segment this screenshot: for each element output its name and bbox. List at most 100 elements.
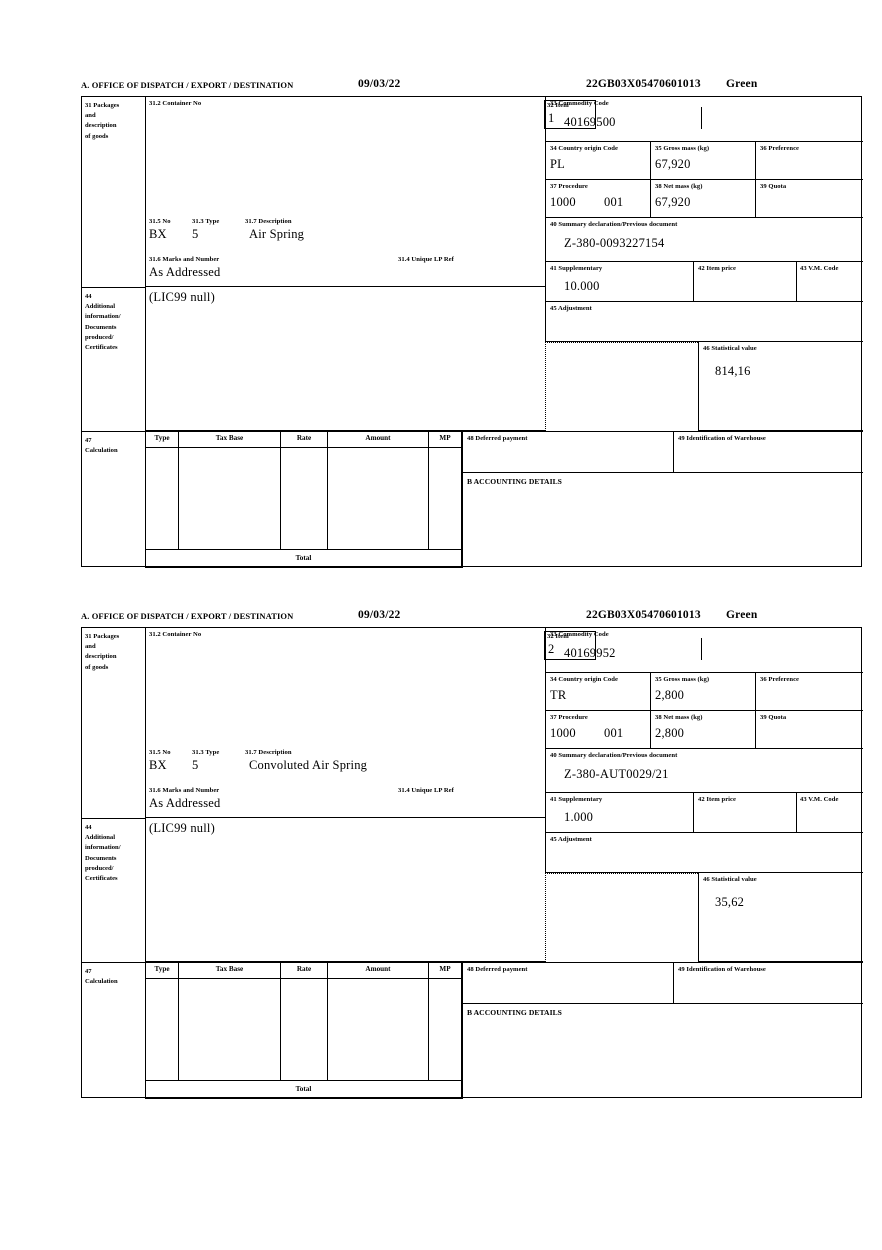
calc-body-tax-base	[178, 448, 280, 550]
box-39-quota-cell: 39 Quota	[755, 180, 863, 218]
box-44-label-line-5: produced/	[85, 333, 114, 341]
box-35-value: 67,920	[655, 157, 691, 171]
box-39-label: 39 Quota	[760, 714, 787, 721]
calc-body-amount	[327, 448, 428, 550]
office-of-dispatch-label: A. OFFICE OF DISPATCH / EXPORT / DESTINA…	[81, 80, 294, 90]
declaration-status: Green	[726, 78, 758, 90]
box-33-commodity-code-cell: 33 Commodity Code 40169952	[545, 628, 863, 673]
box-33-divider-tick	[701, 107, 702, 129]
box-44-label-line-4: Documents	[85, 323, 117, 331]
box-44-label-line-5: produced/	[85, 864, 114, 872]
calc-body-rate	[280, 979, 327, 1081]
sad-frame: 31 Packages and description of goods 31.…	[81, 96, 863, 568]
calc-body-mp	[428, 448, 462, 550]
box-34-country-origin-cell: 34 Country origin Code PL	[545, 142, 650, 180]
box-40-label: 40 Summary declaration/Previous document	[550, 752, 678, 759]
calc-body-mp	[428, 979, 462, 1081]
box-37-value-secondary: 001	[604, 726, 624, 740]
box-46-value: 814,16	[715, 364, 751, 378]
calc-col-header-mp: MP	[439, 434, 451, 442]
box-35-label: 35 Gross mass (kg)	[655, 145, 710, 152]
declaration-status: Green	[726, 609, 758, 621]
box-33-value: 40169500	[564, 115, 616, 129]
calc-body-type	[145, 448, 178, 550]
box-41-label: 41 Supplementary	[550, 265, 603, 272]
box-38-value: 2,800	[655, 726, 685, 740]
box-47-label-line-2: Calculation	[85, 978, 118, 986]
box-46-statistical-value-cell: 46 Statistical value 814,16	[698, 342, 863, 431]
box-33-divider-tick	[701, 638, 702, 660]
box-49-label: 49 Identification of Warehouse	[678, 435, 766, 442]
box-31-6-marks-label: 31.6 Marks and Number	[149, 787, 220, 794]
box-43-label: 43 V.M. Code	[800, 265, 839, 272]
box-42-label: 42 Item price	[698, 265, 737, 272]
box-31-5-no-label: 31.5 No	[149, 749, 171, 756]
calc-col-header-mp: MP	[439, 965, 451, 973]
box-31-3-type-value: 5	[192, 227, 199, 241]
calc-total-label: Total	[295, 554, 312, 562]
box-32-item-label: 32 Item	[547, 633, 569, 640]
box-44-value: (LIC99 null)	[149, 821, 215, 835]
calc-col-header-amount: Amount	[365, 434, 391, 442]
box-37-value-secondary: 001	[604, 195, 624, 209]
calc-total-row: Total	[145, 550, 462, 568]
box-33-commodity-code-cell: 33 Commodity Code 40169500	[545, 97, 863, 142]
box-46-value: 35,62	[715, 895, 745, 909]
box-48-deferred-payment-cell: 48 Deferred payment	[462, 962, 673, 1004]
box-44-additional-information-cell: (LIC99 null)	[145, 287, 545, 431]
calc-col-header-tax-base: Tax Base	[215, 434, 244, 442]
box-44-additional-information-cell: (LIC99 null)	[145, 818, 545, 962]
box-44-value: (LIC99 null)	[149, 290, 215, 304]
box-48-deferred-payment-cell: 48 Deferred payment	[462, 431, 673, 473]
box-b-accounting-details-cell: B ACCOUNTING DETAILS	[462, 473, 863, 568]
calc-body-rate	[280, 448, 327, 550]
box-31-label-line-1: 31 Packages	[85, 633, 120, 640]
box-35-gross-mass-cell: 35 Gross mass (kg) 2,800	[650, 673, 755, 711]
box-44-label-line-2: Additional	[85, 834, 116, 842]
box-44-label-line-6: Certificates	[85, 875, 118, 883]
box-39-quota-cell: 39 Quota	[755, 711, 863, 749]
box-45-dotted-underline	[545, 342, 698, 343]
block-header: A. OFFICE OF DISPATCH / EXPORT / DESTINA…	[81, 609, 862, 627]
box-45-label: 45 Adjustment	[550, 836, 592, 843]
box-47-label-cell: 47 Calculation	[82, 962, 145, 1099]
box-31-5-no-value: BX	[149, 227, 167, 241]
box-43-label: 43 V.M. Code	[800, 796, 839, 803]
box-40-value: Z-380-0093227154	[564, 236, 665, 250]
box-37-label: 37 Procedure	[550, 714, 588, 721]
box-33-value: 40169952	[564, 646, 616, 660]
declaration-date: 09/03/22	[358, 78, 401, 90]
box-34-country-origin-cell: 34 Country origin Code TR	[545, 673, 650, 711]
box-31-7-description-value: Convoluted Air Spring	[249, 758, 368, 772]
calc-col-header-type: Type	[154, 434, 170, 442]
box-35-gross-mass-cell: 35 Gross mass (kg) 67,920	[650, 142, 755, 180]
box-31-7-description-value: Air Spring	[249, 227, 305, 241]
office-of-dispatch-label: A. OFFICE OF DISPATCH / EXPORT / DESTINA…	[81, 611, 294, 621]
box-31-7-description-label: 31.7 Description	[245, 218, 292, 225]
box-47-label-line-1: 47	[85, 968, 92, 975]
box-31-label-line-1: 31 Packages	[85, 102, 120, 109]
box-31-6-marks-value: As Addressed	[149, 796, 221, 810]
box-36-preference-cell: 36 Preference	[755, 142, 863, 180]
box-31-3-type-label: 31.3 Type	[192, 218, 220, 225]
box-46-statistical-value-cell: 46 Statistical value 35,62	[698, 873, 863, 962]
box-32-item-label: 32 Item	[547, 102, 569, 109]
box-36-label: 36 Preference	[760, 676, 800, 683]
box-46-label: 46 Statistical value	[703, 345, 757, 352]
box-46-dotted-divider	[545, 873, 546, 962]
box-b-label: B ACCOUNTING DETAILS	[467, 477, 562, 486]
box-31-label-cell: 31 Packages and description of goods	[82, 97, 145, 287]
box-44-label-line-4: Documents	[85, 854, 117, 862]
box-40-summary-declaration-cell: 40 Summary declaration/Previous document…	[545, 749, 863, 793]
declaration-reference: 22GB03X05470601013	[586, 609, 701, 621]
box-44-label-line-3: information/	[85, 844, 121, 852]
box-42-label: 42 Item price	[698, 796, 737, 803]
calc-body-type	[145, 979, 178, 1081]
sad-block-item-2: A. OFFICE OF DISPATCH / EXPORT / DESTINA…	[81, 609, 863, 1099]
box-48-label: 48 Deferred payment	[467, 966, 528, 973]
box-49-warehouse-cell: 49 Identification of Warehouse	[673, 431, 863, 473]
box-34-value: TR	[550, 688, 567, 702]
calc-body-amount	[327, 979, 428, 1081]
box-37-label: 37 Procedure	[550, 183, 588, 190]
box-43-vm-code-cell: 43 V.M. Code	[796, 262, 863, 302]
